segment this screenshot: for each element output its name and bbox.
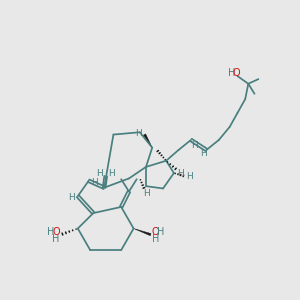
Polygon shape: [143, 134, 152, 148]
Text: H: H: [135, 128, 142, 137]
Text: O: O: [152, 227, 159, 237]
Text: H: H: [142, 189, 149, 198]
Text: H: H: [177, 169, 184, 178]
Text: H: H: [68, 193, 75, 202]
Text: H: H: [186, 172, 193, 181]
Text: H: H: [91, 178, 98, 187]
Text: H: H: [109, 169, 115, 178]
Text: O: O: [232, 68, 240, 78]
Text: H: H: [228, 68, 235, 78]
Text: H: H: [96, 169, 103, 178]
Text: O: O: [52, 227, 60, 237]
Polygon shape: [134, 229, 151, 236]
Text: H: H: [52, 233, 60, 244]
Text: H: H: [152, 233, 159, 244]
Text: H: H: [200, 149, 207, 158]
Text: H: H: [191, 141, 197, 150]
Text: H: H: [47, 227, 54, 237]
Text: H: H: [157, 227, 164, 237]
